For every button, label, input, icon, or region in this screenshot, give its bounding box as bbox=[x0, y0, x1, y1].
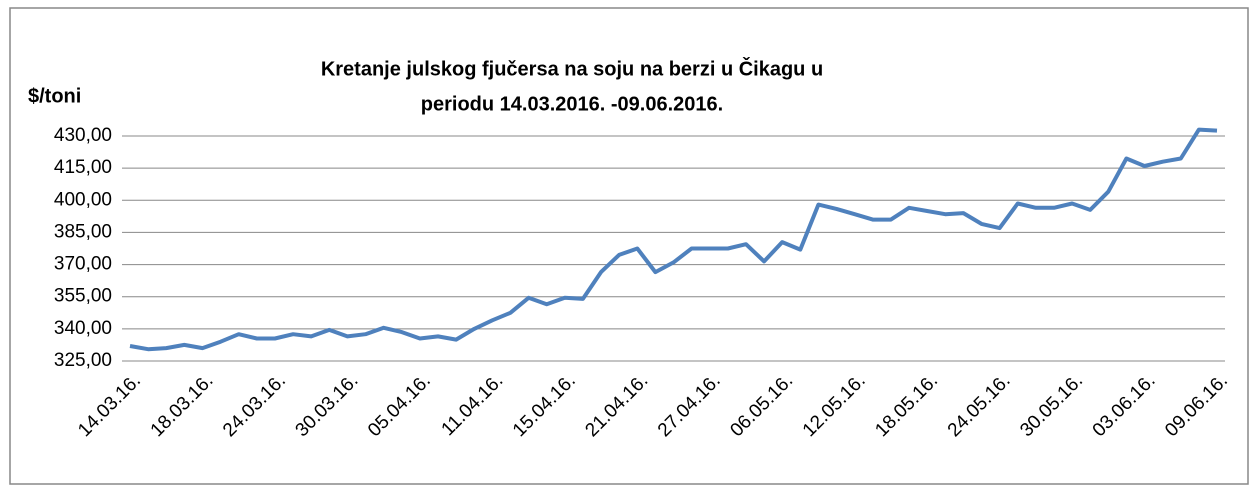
chart-title: periodu 14.03.2016. -09.06.2016. bbox=[421, 93, 723, 115]
y-tick-label: 340,00 bbox=[54, 318, 112, 339]
y-tick-label: 385,00 bbox=[54, 221, 112, 242]
y-tick-label: 355,00 bbox=[54, 286, 112, 307]
chart-title: Kretanje julskog fjučersa na soju na ber… bbox=[321, 56, 823, 80]
y-tick-label: 430,00 bbox=[54, 125, 112, 146]
chart-border bbox=[9, 7, 1249, 485]
line-series bbox=[129, 127, 1218, 352]
y-tick-label: 400,00 bbox=[54, 189, 112, 210]
y-tick-label: 415,00 bbox=[54, 157, 112, 178]
y-axis-label: $/toni bbox=[28, 85, 81, 107]
y-tick-label: 325,00 bbox=[54, 350, 112, 371]
y-tick-label: 370,00 bbox=[54, 254, 112, 275]
